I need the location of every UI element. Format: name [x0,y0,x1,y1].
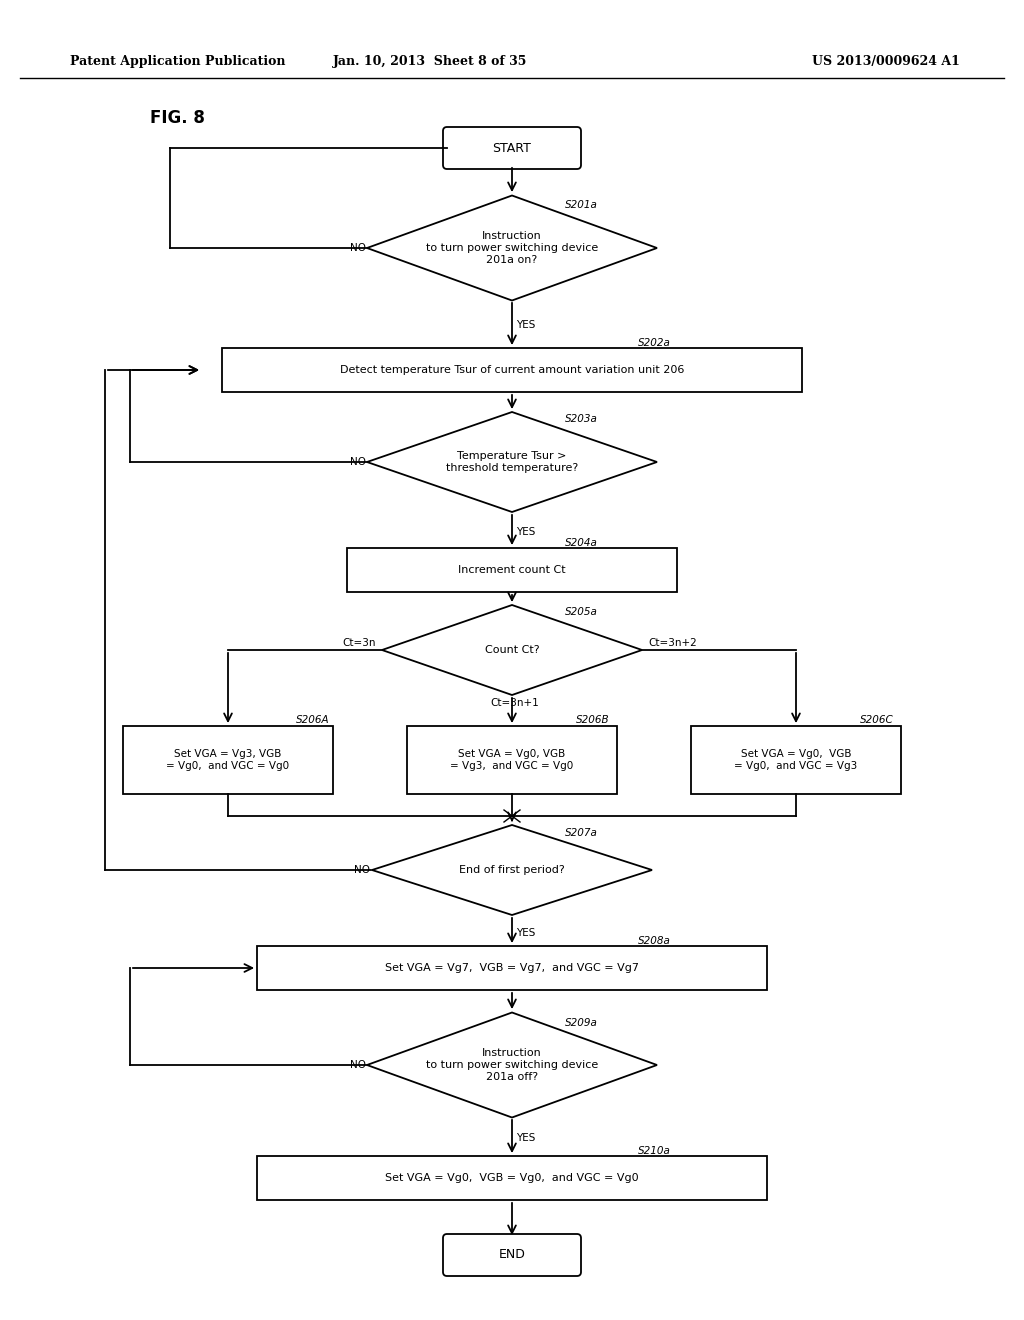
Bar [691,726,901,795]
FancyBboxPatch shape [443,127,581,169]
Text: Increment count Ct: Increment count Ct [458,565,566,576]
Text: S201a: S201a [565,201,598,210]
Bar [407,726,617,795]
FancyBboxPatch shape [443,1234,581,1276]
Bar [257,946,767,990]
Bar [257,1156,767,1200]
Text: Instruction
to turn power switching device
201a on?: Instruction to turn power switching devi… [426,231,598,264]
Bar [347,548,677,591]
Text: Temperature Tsur >
threshold temperature?: Temperature Tsur > threshold temperature… [445,451,579,473]
Polygon shape [367,412,657,512]
Text: S209a: S209a [565,1018,598,1028]
Text: S204a: S204a [565,539,598,548]
Text: Detect temperature Tsur of current amount variation unit 206: Detect temperature Tsur of current amoun… [340,366,684,375]
Text: Set VGA = Vg0, VGB
= Vg3,  and VGC = Vg0: Set VGA = Vg0, VGB = Vg3, and VGC = Vg0 [451,750,573,771]
Polygon shape [372,825,652,915]
Text: NO: NO [350,243,366,253]
Text: S210a: S210a [638,1146,671,1156]
Text: Patent Application Publication: Patent Application Publication [70,55,286,69]
Text: S206C: S206C [860,715,894,725]
Text: End of first period?: End of first period? [459,865,565,875]
Bar [222,348,802,392]
Bar [123,726,333,795]
Text: YES: YES [516,1133,536,1143]
Text: Set VGA = Vg3, VGB
= Vg0,  and VGC = Vg0: Set VGA = Vg3, VGB = Vg0, and VGC = Vg0 [167,750,290,771]
Polygon shape [367,195,657,301]
Text: START: START [493,141,531,154]
Text: Set VGA = Vg7,  VGB = Vg7,  and VGC = Vg7: Set VGA = Vg7, VGB = Vg7, and VGC = Vg7 [385,964,639,973]
Text: YES: YES [516,319,536,330]
Text: YES: YES [516,527,536,537]
Text: Ct=3n+2: Ct=3n+2 [648,638,696,648]
Text: Count Ct?: Count Ct? [484,645,540,655]
Text: S203a: S203a [565,414,598,424]
Text: S205a: S205a [565,607,598,616]
Polygon shape [367,1012,657,1118]
Text: Set VGA = Vg0,  VGB
= Vg0,  and VGC = Vg3: Set VGA = Vg0, VGB = Vg0, and VGC = Vg3 [734,750,858,771]
Text: S206B: S206B [575,715,609,725]
Text: Ct=3n: Ct=3n [342,638,376,648]
Polygon shape [382,605,642,696]
Text: S208a: S208a [638,936,671,946]
Text: NO: NO [354,865,370,875]
Text: NO: NO [350,457,366,467]
Text: Instruction
to turn power switching device
201a off?: Instruction to turn power switching devi… [426,1048,598,1081]
Text: S202a: S202a [638,338,671,348]
Text: Jan. 10, 2013  Sheet 8 of 35: Jan. 10, 2013 Sheet 8 of 35 [333,55,527,69]
Text: FIG. 8: FIG. 8 [150,110,205,127]
Text: S206A: S206A [296,715,330,725]
Text: Set VGA = Vg0,  VGB = Vg0,  and VGC = Vg0: Set VGA = Vg0, VGB = Vg0, and VGC = Vg0 [385,1173,639,1183]
Text: US 2013/0009624 A1: US 2013/0009624 A1 [812,55,961,69]
Text: YES: YES [516,928,536,939]
Text: Ct=3n+1: Ct=3n+1 [490,698,540,708]
Text: NO: NO [350,1060,366,1071]
Text: END: END [499,1249,525,1262]
Text: S207a: S207a [565,828,598,838]
